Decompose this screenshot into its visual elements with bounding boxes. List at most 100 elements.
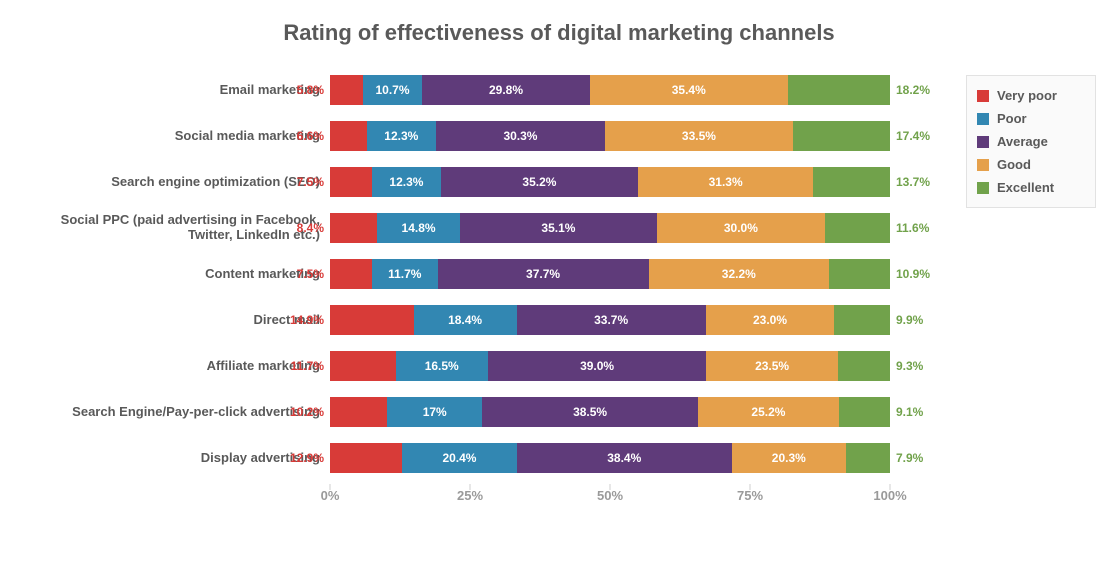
- bar-segment: [793, 121, 890, 151]
- bar-track: 5.8%10.7%29.8%35.4%18.2%: [330, 75, 890, 105]
- bar-segment: 11.7%: [372, 259, 438, 289]
- bar-segment: 33.5%: [605, 121, 792, 151]
- bar-segment: 25.2%: [698, 397, 839, 427]
- legend: Very poor Poor Average Good Excellent: [966, 75, 1096, 208]
- bar-track: 7.5%11.7%37.7%32.2%10.9%: [330, 259, 890, 289]
- bar-segment: [330, 397, 387, 427]
- category-label: Direct mail: [30, 313, 330, 328]
- bar-segment: [330, 167, 372, 197]
- legend-swatch: [977, 159, 989, 171]
- category-label: Content marketing: [30, 267, 330, 282]
- bar-segment: [330, 443, 402, 473]
- bar-segment: 37.7%: [438, 259, 649, 289]
- bar-segment: 20.4%: [402, 443, 516, 473]
- legend-item: Excellent: [977, 180, 1085, 195]
- bar-row: Display advertising12.9%20.4%38.4%20.3%7…: [30, 442, 950, 474]
- legend-item: Poor: [977, 111, 1085, 126]
- bar-track: 14.9%18.4%33.7%23.0%9.9%: [330, 305, 890, 335]
- bar-segment: [330, 259, 372, 289]
- legend-item: Good: [977, 157, 1085, 172]
- segment-value-label: 9.9%: [896, 313, 923, 327]
- legend-label: Good: [997, 157, 1031, 172]
- bar-segment: 35.1%: [460, 213, 657, 243]
- bar-segment: 23.5%: [706, 351, 838, 381]
- x-axis: 0%25%50%75%100%: [330, 488, 890, 512]
- segment-value-label: 12.9%: [290, 451, 324, 465]
- segment-value-label: 10.9%: [896, 267, 930, 281]
- bar-segment: [825, 213, 890, 243]
- category-label: Social PPC (paid advertising in Facebook…: [30, 213, 330, 243]
- bar-segment: 16.5%: [396, 351, 488, 381]
- category-label: Email marketing: [30, 83, 330, 98]
- segment-value-label: 6.6%: [297, 129, 324, 143]
- bar-segment: [330, 213, 377, 243]
- bar-segment: 30.0%: [657, 213, 825, 243]
- bar-segment: 17%: [387, 397, 482, 427]
- plot-area: Email marketing5.8%10.7%29.8%35.4%18.2%S…: [30, 74, 1088, 488]
- bar-row: Email marketing5.8%10.7%29.8%35.4%18.2%: [30, 74, 950, 106]
- legend-swatch: [977, 90, 989, 102]
- segment-value-label: 18.2%: [896, 83, 930, 97]
- chart-container: Rating of effectiveness of digital marke…: [0, 0, 1118, 566]
- bar-track: 6.6%12.3%30.3%33.5%17.4%: [330, 121, 890, 151]
- bar-row: Content marketing7.5%11.7%37.7%32.2%10.9…: [30, 258, 950, 290]
- category-label: Display advertising: [30, 451, 330, 466]
- bar-row: Social PPC (paid advertising in Facebook…: [30, 212, 950, 244]
- axis-tick-label: 25%: [457, 488, 483, 503]
- axis-tick-label: 0%: [321, 488, 340, 503]
- legend-label: Poor: [997, 111, 1027, 126]
- bar-segment: 12.3%: [372, 167, 441, 197]
- bar-segment: [330, 305, 414, 335]
- bar-segment: [330, 351, 396, 381]
- segment-value-label: 7.9%: [896, 451, 923, 465]
- bar-track: 12.9%20.4%38.4%20.3%7.9%: [330, 443, 890, 473]
- bar-row: Social media marketing6.6%12.3%30.3%33.5…: [30, 120, 950, 152]
- bar-segment: [834, 305, 889, 335]
- category-label: Affiliate marketing: [30, 359, 330, 374]
- segment-value-label: 17.4%: [896, 129, 930, 143]
- bar-track: 7.5%12.3%35.2%31.3%13.7%: [330, 167, 890, 197]
- bar-row: Affiliate marketing11.7%16.5%39.0%23.5%9…: [30, 350, 950, 382]
- category-label: Search engine optimization (SEO): [30, 175, 330, 190]
- bar-segment: 10.7%: [363, 75, 423, 105]
- bar-row: Search Engine/Pay-per-click advertising 1…: [30, 396, 950, 428]
- bar-segment: [838, 351, 890, 381]
- bar-segment: 38.5%: [482, 397, 698, 427]
- bar-segment: [846, 443, 890, 473]
- bar-segment: 35.4%: [590, 75, 788, 105]
- bar-segment: 20.3%: [732, 443, 846, 473]
- legend-swatch: [977, 136, 989, 148]
- legend-item: Very poor: [977, 88, 1085, 103]
- segment-value-label: 7.5%: [297, 175, 324, 189]
- bar-segment: [330, 75, 363, 105]
- legend-swatch: [977, 182, 989, 194]
- axis-tick-label: 75%: [737, 488, 763, 503]
- bar-row: Direct mail14.9%18.4%33.7%23.0%9.9%: [30, 304, 950, 336]
- segment-value-label: 9.3%: [896, 359, 923, 373]
- bar-segment: 38.4%: [517, 443, 732, 473]
- bar-segment: 12.3%: [367, 121, 436, 151]
- segment-value-label: 13.7%: [896, 175, 930, 189]
- bar-segment: 14.8%: [377, 213, 460, 243]
- bar-row: Search engine optimization (SEO)7.5%12.3…: [30, 166, 950, 198]
- category-label: Search Engine/Pay-per-click advertising: [30, 405, 330, 420]
- legend-swatch: [977, 113, 989, 125]
- bar-segment: 32.2%: [649, 259, 829, 289]
- bar-segment: 30.3%: [436, 121, 606, 151]
- legend-label: Very poor: [997, 88, 1057, 103]
- bar-segment: 23.0%: [706, 305, 835, 335]
- bar-segment: 31.3%: [638, 167, 813, 197]
- segment-value-label: 5.8%: [297, 83, 324, 97]
- segment-value-label: 11.6%: [896, 221, 929, 235]
- bar-segment: 35.2%: [441, 167, 638, 197]
- segment-value-label: 9.1%: [896, 405, 923, 419]
- bar-segment: 33.7%: [517, 305, 706, 335]
- legend-label: Average: [997, 134, 1048, 149]
- bar-segment: [839, 397, 890, 427]
- segment-value-label: 11.7%: [291, 359, 324, 373]
- segment-value-label: 7.5%: [297, 267, 324, 281]
- segment-value-label: 8.4%: [297, 221, 324, 235]
- bar-segment: 29.8%: [422, 75, 589, 105]
- category-label: Social media marketing: [30, 129, 330, 144]
- axis-tick-label: 100%: [873, 488, 906, 503]
